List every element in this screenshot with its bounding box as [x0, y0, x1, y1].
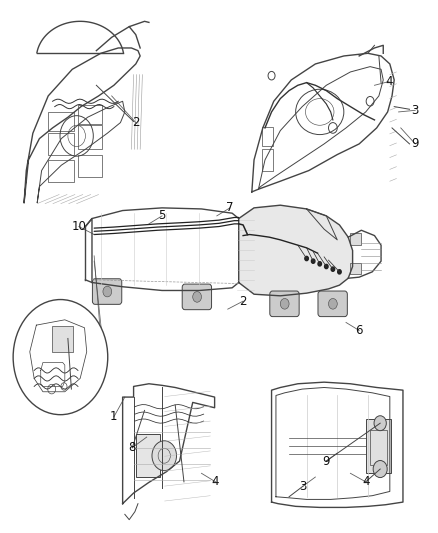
Text: 9: 9 — [411, 138, 419, 150]
Bar — [350, 263, 361, 274]
Text: 9: 9 — [322, 455, 330, 467]
Bar — [366, 419, 391, 473]
Circle shape — [311, 259, 315, 263]
Circle shape — [13, 300, 108, 415]
FancyBboxPatch shape — [318, 291, 347, 317]
Bar — [78, 155, 102, 177]
Text: 3: 3 — [412, 104, 419, 117]
Bar — [78, 105, 102, 124]
Text: 1: 1 — [110, 410, 118, 423]
Circle shape — [373, 461, 387, 478]
Bar — [48, 133, 74, 155]
Text: 2: 2 — [239, 295, 247, 308]
Text: 3: 3 — [300, 480, 307, 492]
Circle shape — [305, 256, 308, 261]
Text: 4: 4 — [212, 475, 219, 488]
Bar — [48, 160, 74, 182]
Bar — [136, 434, 160, 477]
Bar — [48, 112, 74, 131]
Circle shape — [152, 441, 177, 471]
Bar — [78, 125, 102, 149]
Bar — [262, 149, 273, 171]
Text: 6: 6 — [355, 324, 363, 337]
FancyBboxPatch shape — [270, 291, 299, 317]
Text: 10: 10 — [71, 220, 86, 233]
Circle shape — [338, 270, 341, 274]
FancyBboxPatch shape — [92, 279, 122, 304]
Text: 7: 7 — [226, 201, 234, 214]
Text: 8: 8 — [129, 441, 136, 454]
Text: 4: 4 — [362, 475, 370, 488]
Circle shape — [318, 262, 321, 266]
Text: 2: 2 — [132, 116, 140, 129]
Circle shape — [331, 267, 335, 271]
FancyBboxPatch shape — [182, 284, 212, 310]
Text: 5: 5 — [159, 209, 166, 222]
Circle shape — [328, 298, 337, 309]
Polygon shape — [239, 205, 353, 296]
Circle shape — [193, 292, 201, 302]
Bar — [52, 326, 73, 352]
Text: 4: 4 — [385, 75, 393, 88]
Bar — [370, 430, 387, 465]
Circle shape — [374, 416, 386, 431]
Circle shape — [103, 286, 112, 297]
Circle shape — [325, 264, 328, 269]
Bar — [262, 127, 273, 146]
Text: 2: 2 — [64, 332, 72, 345]
Circle shape — [280, 298, 289, 309]
Bar — [350, 233, 361, 245]
